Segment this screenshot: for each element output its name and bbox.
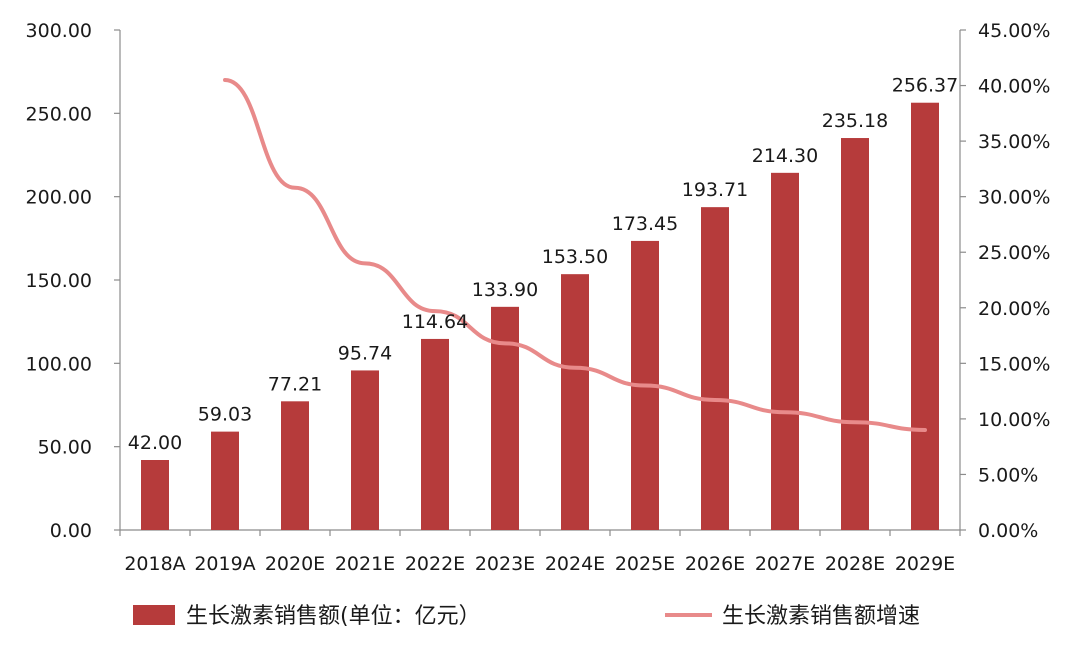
bar — [211, 431, 239, 530]
x-tick-label: 2024E — [545, 553, 605, 575]
x-tick-label: 2025E — [615, 553, 675, 575]
bar — [421, 338, 449, 530]
right-tick-label: 45.00% — [978, 20, 1050, 42]
bar — [771, 172, 799, 531]
bar — [351, 370, 379, 530]
x-tick-label: 2028E — [825, 553, 885, 575]
data-labels: 42.00 59.03 77.21 95.74 114.64133.90153.5017… — [128, 75, 958, 454]
right-tick-label: 25.00% — [978, 242, 1050, 264]
x-tick-label: 2023E — [475, 553, 535, 575]
bar-data-label: 77.21 — [268, 373, 322, 395]
bar-data-label: 59.03 — [198, 404, 252, 426]
x-tick-label: 2026E — [685, 553, 745, 575]
right-tick-label: 40.00% — [978, 76, 1050, 98]
x-tick-label: 2027E — [755, 553, 815, 575]
left-tick-label: 200.00 — [26, 187, 92, 209]
right-tick-label: 0.00% — [978, 520, 1038, 542]
bar — [701, 207, 729, 530]
x-tick-label: 2021E — [335, 553, 395, 575]
left-tick-label: 100.00 — [26, 353, 92, 375]
bar-data-label: 214.30 — [752, 145, 818, 167]
bar-data-label: 256.37 — [892, 75, 958, 97]
legend-bar-swatch — [133, 605, 175, 625]
left-tick-label: 150.00 — [26, 270, 92, 292]
bar-data-label: 133.90 — [472, 279, 538, 301]
x-tick-label: 2022E — [405, 553, 465, 575]
growth-rate-line — [223, 78, 927, 432]
bar — [911, 102, 939, 530]
bar-data-label: 114.64 — [402, 311, 468, 333]
right-tick-label: 15.00% — [978, 353, 1050, 375]
bar-data-label: 193.71 — [682, 179, 748, 201]
bar-data-label: 153.50 — [542, 246, 608, 268]
bar-data-label: 235.18 — [822, 110, 888, 132]
left-tick-label: 50.00 — [38, 437, 92, 459]
legend-line-label: 生长激素销售额增速 — [722, 604, 920, 629]
line-series — [223, 78, 927, 432]
bar-data-label: 95.74 — [338, 342, 392, 364]
x-tick-label: 2019A — [194, 553, 255, 575]
bar-series — [141, 102, 939, 531]
right-tick-label: 20.00% — [978, 298, 1050, 320]
right-tick-label: 35.00% — [978, 131, 1050, 153]
legend: 生长激素销售额(单位：亿元） 生长激素销售额增速 — [133, 604, 920, 629]
legend-bar-label: 生长激素销售额(单位：亿元） — [186, 604, 481, 629]
bar — [841, 138, 869, 531]
bar — [141, 460, 169, 530]
right-tick-label: 30.00% — [978, 187, 1050, 209]
x-tick-label: 2029E — [895, 553, 955, 575]
left-tick-label: 300.00 — [26, 20, 92, 42]
bar-data-label: 173.45 — [612, 213, 678, 235]
axes: 0.00 50.00 100.00 150.00 200.00 250.00 300.00 0… — [26, 20, 1051, 575]
right-tick-label: 5.00% — [978, 464, 1038, 486]
left-tick-label: 250.00 — [26, 103, 92, 125]
bar — [561, 274, 589, 530]
x-tick-label: 2018A — [124, 553, 185, 575]
bar — [281, 401, 309, 530]
right-tick-label: 10.00% — [978, 409, 1050, 431]
left-tick-label: 0.00 — [50, 520, 92, 542]
bar-data-label: 42.00 — [128, 432, 182, 454]
x-tick-label: 2020E — [265, 553, 325, 575]
